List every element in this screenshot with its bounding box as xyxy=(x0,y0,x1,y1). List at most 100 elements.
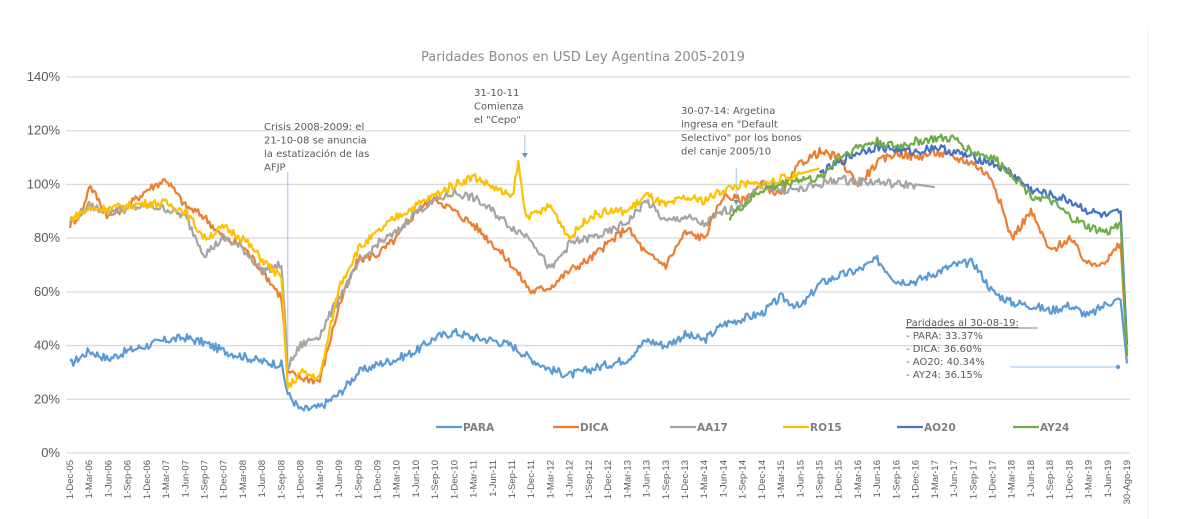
series-line-ro15 xyxy=(69,159,820,390)
x-tick-label: 1-Jun-18 xyxy=(1026,460,1037,498)
x-tick-label: 1-Jun-15 xyxy=(795,460,806,498)
annotation-line: 30-07-14: Argetina xyxy=(681,106,775,117)
y-tick-label: 60% xyxy=(34,284,60,299)
x-tick-label: 1-Mar-08 xyxy=(238,460,249,499)
legend-label: AO20 xyxy=(924,422,956,434)
annotation-line: ingresa en "Default xyxy=(681,120,778,131)
annotation-arrowhead xyxy=(1115,364,1121,370)
annotation-line: Comienza xyxy=(474,102,524,113)
annotation-paridades: Paridades al 30-08-19: - PARA: 33.37% - DI… xyxy=(906,318,1038,381)
x-tick-label: 1-Dec-15 xyxy=(834,460,845,499)
y-tick-label: 120% xyxy=(27,123,61,138)
y-tick-label: 80% xyxy=(34,230,60,245)
x-tick-label: 1-Dec-10 xyxy=(449,460,460,499)
x-tick-label: 1-Sep-14 xyxy=(738,460,749,499)
x-tick-label: 1-Mar-17 xyxy=(930,460,941,499)
y-tick-label: 20% xyxy=(34,391,60,406)
x-tick-label: 1-Sep-11 xyxy=(507,460,518,498)
annotation-line: 21-10-08 se anuncia xyxy=(264,136,367,147)
x-tick-label: 1-Jun-12 xyxy=(565,460,576,498)
series-line-ay24 xyxy=(728,133,1129,356)
x-tick-label: 1-Jun-08 xyxy=(257,460,268,498)
x-tick-label: 1-Mar-19 xyxy=(1084,460,1095,499)
x-tick-label: 1-Jun-16 xyxy=(872,460,883,498)
y-axis-ticks: 0% 20% 40% 60% 80% 100% 120% 140% xyxy=(27,69,61,460)
x-tick-label: 1-Sep-15 xyxy=(815,460,826,499)
legend-label: AY24 xyxy=(1040,422,1069,434)
x-tick-label: 1-Sep-17 xyxy=(968,460,979,499)
x-tick-label: 1-Mar-11 xyxy=(469,460,480,498)
y-tick-label: 0% xyxy=(41,445,60,460)
annotation-line: Selectivo" por los bonos xyxy=(681,133,802,144)
legend-item-dica: DICA xyxy=(553,422,609,434)
legend-item-ro15: RO15 xyxy=(783,422,842,434)
x-tick-label: 1-Mar-07 xyxy=(161,460,172,499)
x-tick-label: 1-Dec-11 xyxy=(526,460,537,498)
annotation-line: la estatización de las xyxy=(264,148,369,160)
series-lines xyxy=(68,133,1129,412)
x-tick-label: 30-Ago-19 xyxy=(1122,460,1133,504)
x-tick-label: 1-Dec-17 xyxy=(987,460,998,499)
legend-item-ao20: AO20 xyxy=(897,422,956,434)
x-tick-label: 1-Mar-16 xyxy=(853,460,864,499)
x-tick-label: 1-Sep-10 xyxy=(430,460,441,499)
x-tick-label: 1-Dec-06 xyxy=(142,460,153,499)
x-tick-label: 1-Mar-10 xyxy=(392,460,403,499)
x-axis-ticks: 1-Dec-05 1-Mar-06 1-Jun-06 1-Sep-06 1-Dec-06… xyxy=(65,460,1133,504)
legend-label: RO15 xyxy=(810,422,842,434)
series-line-aa17 xyxy=(68,175,935,371)
y-tick-label: 100% xyxy=(27,176,61,191)
y-tick-label: 40% xyxy=(34,338,60,353)
x-tick-label: 1-Jun-10 xyxy=(411,460,422,498)
annotation-arrowhead xyxy=(521,153,528,158)
x-tick-label: 1-Dec-08 xyxy=(296,460,307,499)
x-tick-label: 1-Sep-18 xyxy=(1045,460,1056,499)
x-tick-label: 1-Mar-13 xyxy=(622,460,633,499)
x-tick-label: 1-Jun-06 xyxy=(103,460,114,498)
x-tick-label: 1-Sep-13 xyxy=(661,460,672,499)
legend-item-para: PARA xyxy=(436,422,495,434)
annotation-line: el "Cepo" xyxy=(474,115,521,126)
legend-item-ay24: AY24 xyxy=(1013,422,1069,434)
x-tick-label: 1-Sep-12 xyxy=(584,460,595,499)
annotation-line: - PARA: 33.37% xyxy=(906,331,983,342)
legend-label: PARA xyxy=(463,422,495,434)
annotation-line: 31-10-11 xyxy=(474,88,519,99)
x-tick-label: 1-Jun-09 xyxy=(334,460,345,498)
x-tick-label: 1-Sep-09 xyxy=(353,460,364,499)
annotation-line: del canje 2005/10 xyxy=(681,147,771,158)
x-tick-label: 1-Mar-15 xyxy=(776,460,787,499)
legend-label: DICA xyxy=(580,422,609,434)
x-tick-label: 1-Dec-14 xyxy=(757,460,768,499)
x-tick-label: 1-Mar-14 xyxy=(699,460,710,499)
annotation-cepo: 31-10-11 Comienza el "Cepo" xyxy=(474,88,524,126)
x-tick-label: 1-Mar-09 xyxy=(315,460,326,499)
annotation-line: Crisis 2008-2009: el xyxy=(264,122,364,133)
x-tick-label: 1-Dec-16 xyxy=(911,460,922,499)
annotation-line: - AO20: 40.34% xyxy=(906,357,985,368)
x-tick-label: 1-Jun-14 xyxy=(718,460,729,498)
annotation-crisis: Crisis 2008-2009: el 21-10-08 se anuncial… xyxy=(264,122,369,174)
annotation-line: AFJP xyxy=(264,163,286,174)
x-tick-label: 1-Jun-19 xyxy=(1103,460,1114,498)
x-tick-label: 1-Jun-17 xyxy=(949,460,960,498)
x-tick-label: 1-Dec-09 xyxy=(372,460,383,499)
annotation-line: - DICA: 36.60% xyxy=(906,344,982,355)
legend-label: AA17 xyxy=(697,422,728,434)
x-tick-label: 1-Sep-08 xyxy=(276,460,287,499)
series-line-para xyxy=(69,254,1129,412)
x-tick-label: 1-Dec-12 xyxy=(603,460,614,499)
annotation-arrowhead xyxy=(733,200,740,205)
x-tick-label: 1-Mar-06 xyxy=(84,460,95,499)
x-tick-label: 1-Dec-05 xyxy=(65,460,76,499)
x-tick-label: 1-Jun-07 xyxy=(180,460,191,498)
x-tick-label: 1-Dec-13 xyxy=(680,460,691,499)
y-tick-label: 140% xyxy=(27,69,61,84)
x-tick-label: 1-Sep-07 xyxy=(200,460,211,499)
legend-item-aa17: AA17 xyxy=(670,422,728,434)
annotations: Crisis 2008-2009: el 21-10-08 se anuncial… xyxy=(264,88,1038,381)
annotation-heading: Paridades al 30-08-19: xyxy=(906,318,1019,329)
x-tick-label: 1-Jun-11 xyxy=(488,460,499,497)
x-tick-label: 1-Dec-18 xyxy=(1064,460,1075,499)
